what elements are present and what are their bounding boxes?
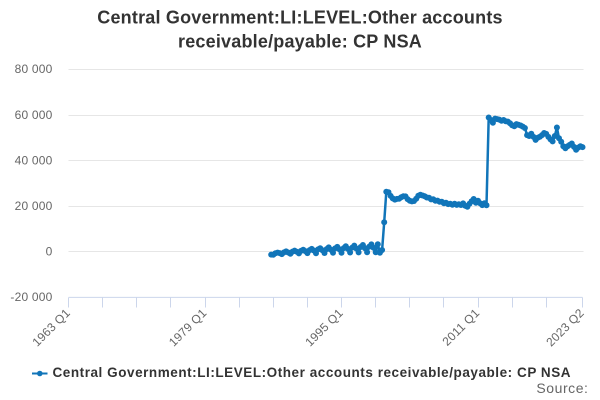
svg-text:0: 0 — [46, 245, 53, 259]
svg-text:-20 000: -20 000 — [10, 290, 52, 304]
svg-text:80 000: 80 000 — [15, 62, 53, 76]
svg-text:Source:: Source: — [536, 380, 588, 396]
svg-text:60 000: 60 000 — [15, 108, 53, 122]
svg-text:receivable/payable: CP NSA: receivable/payable: CP NSA — [178, 32, 422, 52]
svg-text:Central Government:LI:LEVEL:Ot: Central Government:LI:LEVEL:Other accoun… — [97, 8, 502, 28]
svg-text:40 000: 40 000 — [15, 153, 53, 167]
svg-text:20 000: 20 000 — [15, 199, 53, 213]
svg-text:Central Government:LI:LEVEL:Ot: Central Government:LI:LEVEL:Other accoun… — [53, 365, 572, 380]
